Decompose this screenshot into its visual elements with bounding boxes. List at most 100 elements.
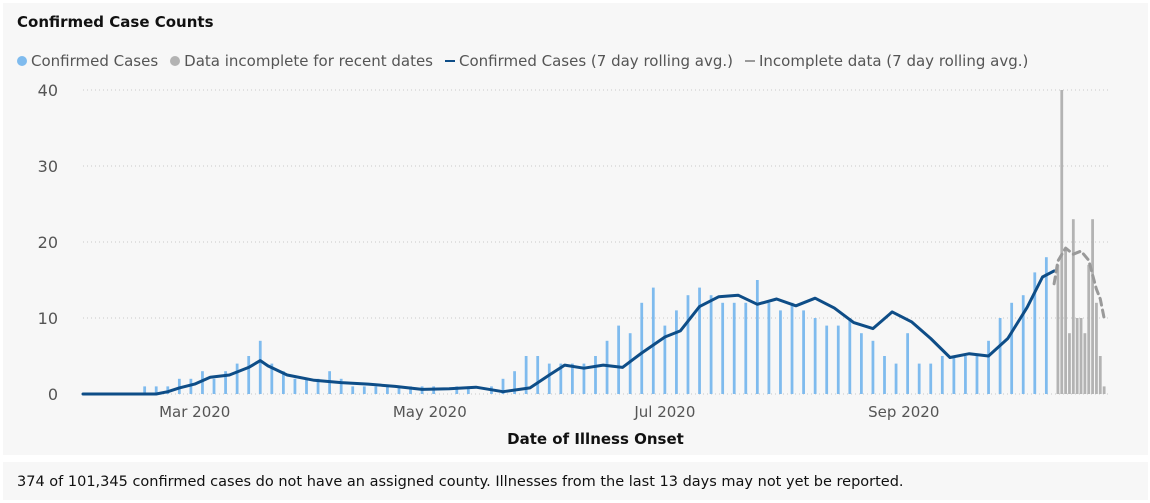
confirmed-bar [987,340,990,394]
confirmed-bar [836,325,840,394]
confirmed-bar [1010,302,1014,394]
confirmed-bar [305,378,308,394]
confirmed-bar [675,310,678,394]
confirmed-bar [409,386,412,394]
incomplete-bar [1095,302,1098,394]
confirmed-bar [570,363,574,394]
confirmed-bar [732,302,736,394]
confirmed-bar [640,302,644,394]
confirmed-bar [501,378,505,394]
legend-label: Confirmed Cases [31,52,159,70]
footnote-panel: 374 of 101,345 confirmed cases do not ha… [3,462,1148,500]
x-axis-title: Date of Illness Onset [507,430,684,448]
y-tick-label: 30 [38,157,58,176]
legend-item-incomplete-recent[interactable]: Data incomplete for recent dates [170,52,433,70]
confirmed-bar [894,363,898,394]
confirmed-bar [293,378,297,394]
confirmed-bar [698,287,701,394]
incomplete-bar [1064,249,1067,394]
legend-dot-icon [17,56,27,66]
incomplete-bar [1083,333,1087,394]
confirmed-bar [825,325,829,394]
confirmed-bar [154,386,158,394]
confirmed-bar [397,386,401,394]
legend-label: Incomplete data (7 day rolling avg.) [758,52,1029,70]
confirmed-bar [386,386,389,394]
legend-item-incomplete-avg[interactable]: Incomplete data (7 day rolling avg.) [744,52,1029,70]
confirmed-bar [883,356,886,394]
y-tick-label: 40 [38,81,58,100]
incomplete-avg-line [1052,246,1106,320]
confirmed-bar [1021,295,1025,394]
confirmed-bar [975,356,979,394]
x-tick-label: May 2020 [393,403,467,421]
confirmed-bar [374,386,378,394]
incomplete-bar [1056,264,1060,394]
incomplete-bar [1091,219,1094,394]
confirmed-bar [998,318,1002,394]
confirmed-bar [617,325,621,394]
confirmed-bar [906,333,910,394]
confirmed-bar [964,356,967,394]
confirmed-bar [686,295,690,394]
x-tick-label: Jul 2020 [633,403,695,421]
confirmed-bar [582,363,586,394]
confirmed-bar [224,371,227,394]
confirmed-bar [212,378,216,394]
incomplete-bar [1068,333,1071,394]
legend-dot-icon [170,56,181,66]
confirmed-bar [281,371,285,394]
confirmed-bar [605,340,609,394]
confirmed-bar [767,302,771,394]
confirmed-bar [201,371,204,394]
confirmed-bar [524,356,528,394]
x-tick-label: Sep 2020 [868,403,939,421]
incomplete-bar [1098,356,1102,394]
confirmed-bar [871,340,875,394]
legend: Confirmed Cases Data incomplete for rece… [17,52,1028,70]
confirmed-bar [755,280,759,394]
legend-line-icon [445,60,455,62]
legend-label: Data incomplete for recent dates [184,52,433,70]
confirmed-bar [316,378,320,394]
confirmed-bar [559,363,563,394]
confirmed-bar [744,302,748,394]
legend-label: Confirmed Cases (7 day rolling avg.) [459,52,733,70]
confirmed-bar [1044,257,1048,394]
confirmed-bar [952,356,956,394]
confirmed-bar [779,310,782,394]
incomplete-bar [1071,219,1075,394]
legend-line-icon [744,60,755,62]
confirmed-bar [651,287,655,394]
incomplete-bar [1060,90,1064,394]
legend-item-confirmed-cases[interactable]: Confirmed Cases [17,52,158,70]
incomplete-bar [1102,386,1106,394]
chart-title: Confirmed Case Counts [17,13,214,31]
confirmed-bar [536,356,540,394]
confirmed-bar [339,378,343,394]
confirmed-bar [628,333,632,394]
confirmed-bar [594,356,597,394]
y-tick-label: 10 [38,309,58,328]
confirmed-bar [270,363,274,394]
confirmed-bar [362,386,366,394]
confirmed-bar [455,386,459,394]
confirmed-avg-line [81,269,1056,396]
confirmed-bar [258,340,262,394]
incomplete-bar [1075,318,1079,394]
confirmed-bar [859,333,863,394]
footnote-text: 374 of 101,345 confirmed cases do not ha… [17,474,904,490]
confirmed-bar [1033,272,1037,394]
confirmed-bar [929,363,933,394]
confirmed-bar [351,386,355,394]
confirmed-bar [663,325,667,394]
confirmed-bar [547,363,551,394]
legend-item-confirmed-avg[interactable]: Confirmed Cases (7 day rolling avg.) [445,52,733,70]
incomplete-bar [1087,264,1091,394]
chart-plot-area: 0 10 20 30 40 Mar 2020 May 2020 Jul 2020 Sep 202… [38,81,1108,448]
confirmed-bar [917,363,921,394]
confirmed-bar [802,310,805,394]
confirmed-bar [247,356,251,394]
confirmed-bar [790,302,794,394]
confirmed-bar [848,318,852,394]
